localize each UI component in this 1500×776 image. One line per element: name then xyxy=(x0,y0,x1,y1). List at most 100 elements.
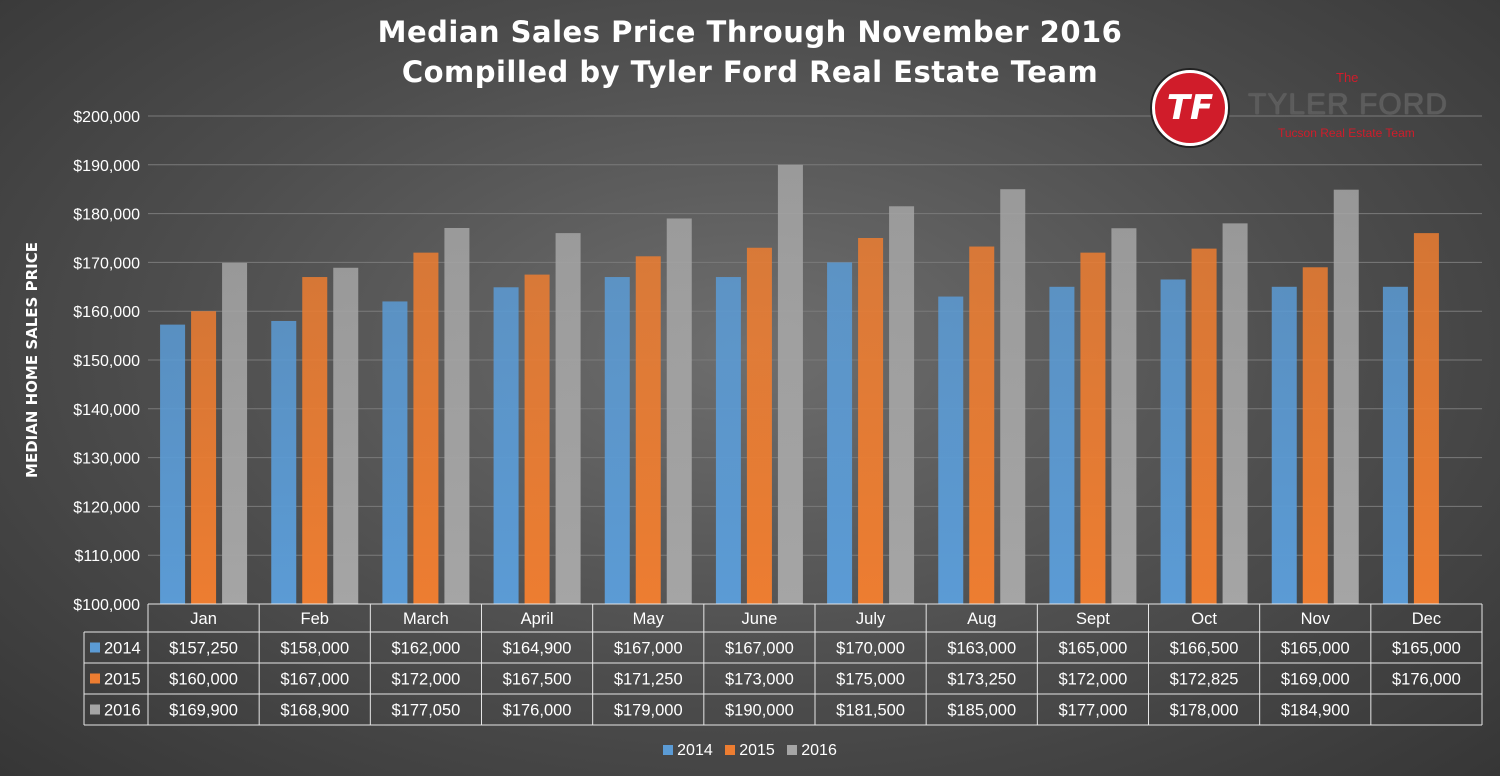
bar-2016-july xyxy=(889,206,915,604)
bar-2016-jan xyxy=(222,262,248,604)
chart-legend: 2014 2015 2016 xyxy=(0,742,1500,760)
y-tick-label: $190,000 xyxy=(73,158,140,175)
bar-2015-nov xyxy=(1302,267,1328,604)
data-label-2014-aug: $163,000 xyxy=(947,640,1016,658)
legend-swatch-2015 xyxy=(725,745,736,755)
logo-name: TYLER FORD xyxy=(1248,88,1449,121)
data-label-2015-aug: $173,250 xyxy=(947,671,1016,689)
bar-2015-jan xyxy=(191,311,217,604)
data-label-2015-feb: $167,000 xyxy=(280,671,349,689)
logo-badge-icon: TF xyxy=(1152,70,1228,146)
data-label-2016-feb: $168,900 xyxy=(280,702,349,720)
y-tick-label: $150,000 xyxy=(73,353,140,370)
chart-title: Median Sales Price Through November 2016… xyxy=(0,12,1500,92)
data-label-2016-nov: $184,900 xyxy=(1281,702,1350,720)
logo-subtitle: Tucson Real Estate Team xyxy=(1278,126,1415,140)
data-label-2016-march: $177,050 xyxy=(392,702,461,720)
bar-2015-sept xyxy=(1080,252,1106,604)
table-series-name-2016: 2016 xyxy=(104,702,141,720)
table-series-name-2014: 2014 xyxy=(104,640,141,658)
data-label-2015-june: $173,000 xyxy=(725,671,794,689)
data-label-2015-oct: $172,825 xyxy=(1170,671,1239,689)
data-label-2014-jan: $157,250 xyxy=(169,640,238,658)
bar-2014-sept xyxy=(1049,286,1075,604)
y-tick-label: $100,000 xyxy=(73,597,140,614)
x-tick-label-april: April xyxy=(521,610,554,628)
bar-2015-april xyxy=(524,274,550,604)
y-tick-label: $130,000 xyxy=(73,451,140,468)
legend-swatch-2016 xyxy=(787,745,798,755)
bar-2016-sept xyxy=(1111,228,1137,605)
x-tick-label-july: July xyxy=(856,610,886,628)
legend-swatch-2014 xyxy=(663,745,674,755)
bar-2015-may xyxy=(635,256,661,604)
data-label-2015-jan: $160,000 xyxy=(169,671,238,689)
x-tick-label-feb: Feb xyxy=(301,610,329,628)
x-tick-label-may: May xyxy=(633,610,665,628)
y-tick-label: $140,000 xyxy=(73,402,140,419)
data-label-2015-march: $172,000 xyxy=(392,671,461,689)
data-label-2016-july: $181,500 xyxy=(836,702,905,720)
legend-item-2015: 2015 xyxy=(725,742,775,760)
table-key-swatch-2015 xyxy=(90,673,100,684)
x-tick-label-nov: Nov xyxy=(1301,610,1331,628)
data-label-2015-july: $175,000 xyxy=(836,671,905,689)
tyler-ford-logo: TF The TYLER FORD Tucson Real Estate Tea… xyxy=(1148,70,1488,150)
x-tick-label-jan: Jan xyxy=(190,610,217,628)
bar-2015-june xyxy=(746,247,772,604)
bar-2015-feb xyxy=(302,277,328,604)
bar-2014-july xyxy=(827,262,853,604)
x-tick-label-june: June xyxy=(742,610,778,628)
data-label-2014-march: $162,000 xyxy=(392,640,461,658)
data-label-2014-april: $164,900 xyxy=(503,640,572,658)
bar-2014-may xyxy=(604,277,630,604)
data-label-2016-may: $179,000 xyxy=(614,702,683,720)
data-label-2014-june: $167,000 xyxy=(725,640,794,658)
bar-2015-aug xyxy=(969,246,995,605)
data-label-2014-sept: $165,000 xyxy=(1059,640,1128,658)
x-tick-label-aug: Aug xyxy=(967,610,996,628)
bar-2014-feb xyxy=(271,320,297,604)
legend-label-2016: 2016 xyxy=(801,742,837,759)
y-tick-label: $200,000 xyxy=(73,109,140,126)
data-label-2016-april: $176,000 xyxy=(503,702,572,720)
bar-2014-oct xyxy=(1160,279,1186,604)
data-label-2016-aug: $185,000 xyxy=(947,702,1016,720)
bar-2016-june xyxy=(777,164,803,605)
x-tick-label-dec: Dec xyxy=(1412,610,1441,628)
bar-2014-april xyxy=(493,287,519,604)
data-label-2015-may: $171,250 xyxy=(614,671,683,689)
legend-item-2016: 2016 xyxy=(787,742,837,760)
logo-the: The xyxy=(1336,70,1359,85)
bar-2015-march xyxy=(413,252,439,604)
bar-2015-oct xyxy=(1191,248,1217,604)
bar-2016-april xyxy=(555,233,581,604)
data-label-2014-dec: $165,000 xyxy=(1392,640,1461,658)
y-tick-label: $120,000 xyxy=(73,499,140,516)
data-label-2014-nov: $165,000 xyxy=(1281,640,1350,658)
table-key-swatch-2014 xyxy=(90,642,100,653)
x-tick-label-sept: Sept xyxy=(1076,610,1110,628)
bar-2016-oct xyxy=(1222,223,1248,605)
data-label-2016-oct: $178,000 xyxy=(1170,702,1239,720)
data-label-2014-july: $170,000 xyxy=(836,640,905,658)
data-label-2015-april: $167,500 xyxy=(503,671,572,689)
bar-2014-jan xyxy=(160,324,186,604)
bar-2016-feb xyxy=(333,267,359,604)
data-label-2016-june: $190,000 xyxy=(725,702,794,720)
data-label-2014-oct: $166,500 xyxy=(1170,640,1239,658)
x-tick-label-march: March xyxy=(403,610,449,628)
y-tick-label: $160,000 xyxy=(73,304,140,321)
legend-label-2014: 2014 xyxy=(677,742,713,759)
data-label-2016-jan: $169,900 xyxy=(169,702,238,720)
x-tick-label-oct: Oct xyxy=(1191,610,1217,628)
data-label-2014-may: $167,000 xyxy=(614,640,683,658)
data-label-2015-sept: $172,000 xyxy=(1059,671,1128,689)
data-label-2016-sept: $177,000 xyxy=(1059,702,1128,720)
bar-2016-may xyxy=(666,218,692,605)
data-label-2015-nov: $169,000 xyxy=(1281,671,1350,689)
bar-2015-dec xyxy=(1413,233,1439,604)
bar-2015-july xyxy=(858,238,884,604)
data-label-2015-dec: $176,000 xyxy=(1392,671,1461,689)
